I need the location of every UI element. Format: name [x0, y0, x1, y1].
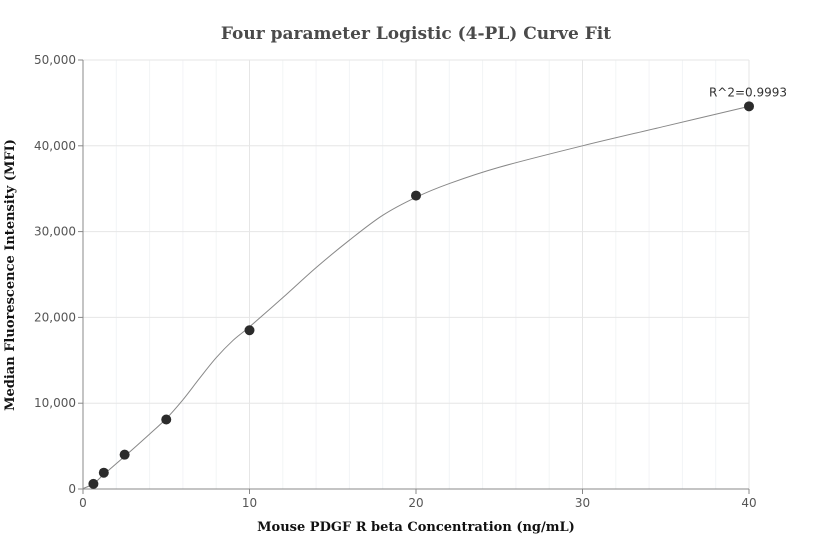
- x-tick-label: 30: [575, 496, 590, 510]
- minor-gridlines: [115, 60, 717, 489]
- x-tick-label: 40: [741, 496, 756, 510]
- x-tick-label: 0: [79, 496, 87, 510]
- x-axis-title: Mouse PDGF R beta Concentration (ng/mL): [257, 520, 575, 535]
- data-point: [244, 325, 255, 336]
- major-gridlines: [83, 59, 750, 489]
- data-point: [88, 478, 99, 489]
- y-tick-label: 50,000: [34, 53, 76, 67]
- y-axis-ticks: 0 10,000 20,000 30,000 40,000 50,000: [34, 53, 83, 496]
- y-tick-label: 20,000: [34, 310, 76, 324]
- fit-curve-line: [82, 105, 750, 490]
- data-point: [119, 449, 130, 460]
- chart-title: Four parameter Logistic (4-PL) Curve Fit: [221, 24, 611, 44]
- data-points: [88, 101, 754, 489]
- data-point: [161, 414, 172, 425]
- y-tick-label: 30,000: [34, 225, 76, 239]
- x-tick-label: 10: [242, 496, 257, 510]
- y-axis-title: Median Fluorescence Intensity (MFI): [3, 139, 18, 411]
- data-point: [98, 467, 109, 478]
- y-tick-label: 0: [68, 482, 76, 496]
- y-tick-label: 40,000: [34, 139, 76, 153]
- x-tick-label: 20: [408, 496, 423, 510]
- y-tick-label: 10,000: [34, 396, 76, 410]
- x-axis-ticks: 0 10 20 30 40: [79, 489, 757, 510]
- data-point: [411, 190, 421, 201]
- data-point: [744, 101, 754, 112]
- r-squared-annotation: R^2=0.9993: [709, 85, 787, 99]
